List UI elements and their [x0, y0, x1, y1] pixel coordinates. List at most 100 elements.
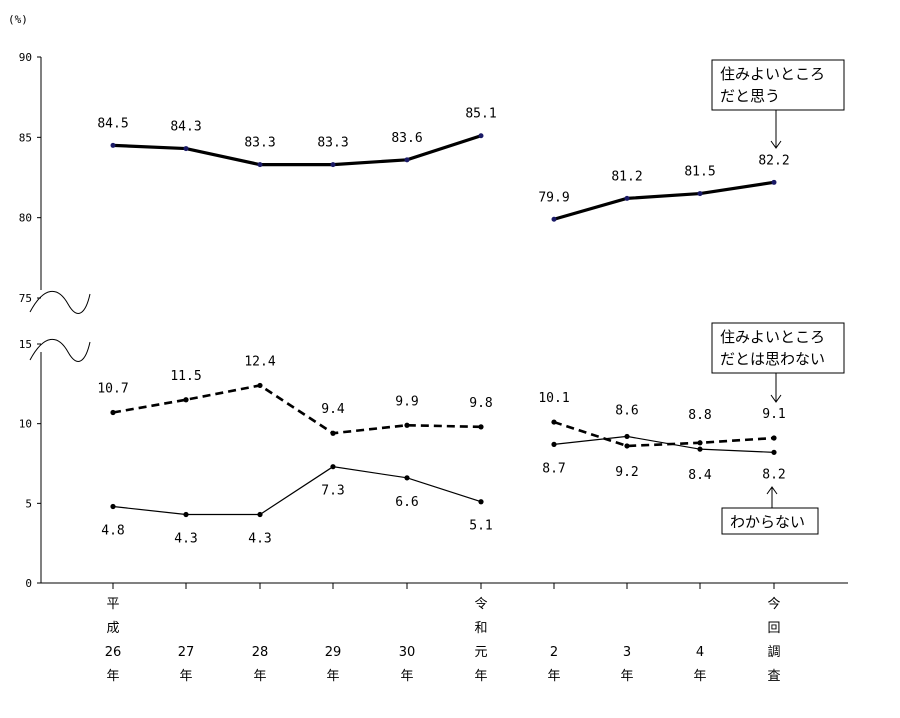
series-lines — [110, 133, 777, 518]
data-point — [478, 499, 484, 505]
data-label: 83.3 — [317, 136, 348, 151]
data-point — [697, 440, 703, 446]
data-point — [404, 475, 410, 481]
data-label: 84.3 — [170, 120, 201, 135]
x-category-label: 年 — [547, 669, 560, 684]
x-category-label: 年 — [253, 669, 266, 684]
x-category-label: 29 — [325, 645, 342, 660]
axes — [29, 57, 848, 584]
data-point — [330, 162, 336, 168]
data-label: 8.2 — [762, 467, 785, 482]
y-unit-label: (%) — [8, 13, 28, 26]
y-tick-label: 90 — [19, 51, 32, 64]
axis-break-upper — [29, 290, 91, 314]
data-label: 11.5 — [170, 369, 201, 384]
callout-label: だと思う — [720, 87, 780, 105]
data-point — [330, 464, 336, 470]
x-category-label: 元 — [474, 645, 487, 660]
callout-box — [721, 507, 819, 535]
callout-arrowhead — [770, 140, 782, 149]
callout-box — [711, 59, 845, 111]
data-label: 12.4 — [244, 354, 275, 369]
y-tick-label: 10 — [19, 418, 32, 431]
x-category-label: 今 — [767, 596, 780, 612]
y-tick-label: 85 — [19, 131, 32, 144]
series-line — [112, 384, 482, 435]
callout-label: 住みよいところ — [720, 328, 825, 346]
data-label: 79.9 — [538, 190, 569, 205]
data-label: 4.3 — [248, 531, 271, 546]
x-category-label: 30 — [399, 645, 416, 660]
data-point — [110, 409, 116, 416]
data-label: 83.3 — [244, 136, 275, 151]
data-label: 9.2 — [615, 465, 638, 480]
series-line — [112, 134, 482, 167]
y-tick-label: 75 — [19, 292, 32, 305]
series-line — [553, 180, 775, 221]
x-category-label: 平 — [106, 597, 119, 612]
x-category-label: 年 — [326, 669, 339, 684]
data-label: 85.1 — [465, 107, 496, 122]
axis-break-lower — [29, 338, 91, 362]
x-category-label: 和 — [474, 621, 487, 636]
data-point — [183, 511, 189, 518]
data-point — [110, 142, 116, 148]
y-tick-label: 5 — [25, 497, 32, 510]
callout-label: 住みよいところ — [720, 65, 825, 83]
y-tick-label: 15 — [19, 338, 32, 351]
data-point — [257, 382, 263, 389]
x-category-label: 年 — [400, 669, 413, 684]
data-point — [624, 195, 630, 201]
data-label: 8.6 — [615, 403, 638, 418]
data-point — [624, 433, 630, 440]
x-category-label: 28 — [252, 645, 269, 660]
callout-label: だとは思わない — [720, 350, 825, 368]
x-category-label: 成 — [106, 621, 119, 636]
data-point — [551, 419, 557, 425]
x-category-label: 年 — [474, 669, 487, 684]
data-point — [330, 430, 336, 436]
data-point — [404, 422, 410, 428]
data-point — [183, 397, 189, 403]
data-label: 82.2 — [758, 153, 789, 168]
x-category-label: 26 — [105, 645, 122, 660]
data-point — [478, 133, 484, 139]
data-label: 8.7 — [542, 461, 565, 476]
x-category-label: 2 — [550, 645, 558, 660]
data-point — [478, 424, 484, 430]
data-label: 9.4 — [321, 402, 345, 417]
data-label: 9.8 — [469, 396, 492, 411]
data-point — [771, 449, 777, 455]
callout-arrowhead — [766, 486, 778, 495]
x-category-label: 令 — [474, 597, 487, 612]
y-tick-label: 0 — [25, 577, 32, 590]
data-point — [257, 511, 263, 518]
callout-arrowhead — [770, 394, 782, 403]
x-category-label: 年 — [693, 669, 706, 684]
data-label: 84.5 — [97, 116, 128, 131]
data-labels: 84.5 84.3 83.3 83.3 83.6 85.1 79.9 81.2 81.5 82.2… — [97, 107, 789, 547]
data-point — [257, 162, 263, 168]
data-point — [404, 157, 410, 163]
data-point — [624, 443, 630, 449]
data-label: 4.8 — [101, 524, 124, 539]
x-category-label: 回 — [767, 621, 780, 636]
data-point — [697, 191, 703, 197]
data-point — [183, 146, 189, 152]
x-category-label: 27 — [178, 645, 195, 660]
data-label: 6.6 — [395, 495, 418, 510]
x-category-label: 4 — [696, 645, 704, 660]
data-label: 10.1 — [538, 391, 569, 406]
data-label: 83.6 — [391, 131, 422, 146]
data-label: 9.9 — [395, 394, 418, 409]
callout-box — [711, 322, 845, 374]
data-label: 4.3 — [174, 531, 197, 546]
data-label: 81.2 — [611, 169, 642, 184]
data-point — [771, 435, 777, 441]
callout-label: わからない — [730, 513, 805, 531]
y-tick-labels: 90 85 80 75 15 10 5 0 — [19, 51, 41, 590]
x-category-label: 年 — [106, 669, 119, 684]
data-label: 8.8 — [688, 408, 711, 423]
